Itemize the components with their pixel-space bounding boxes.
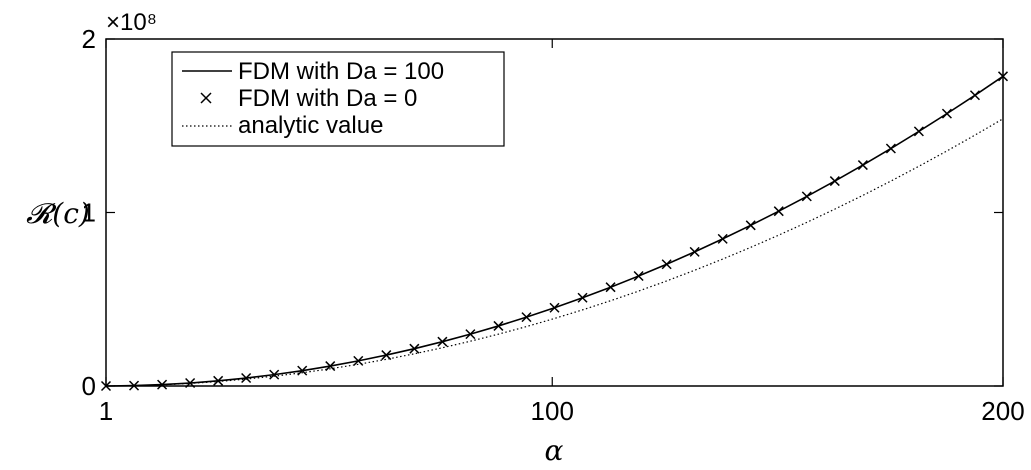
data-point-marker [577, 292, 588, 303]
data-point-marker [885, 143, 896, 154]
x-tick-label: 1 [99, 396, 113, 426]
data-point-marker [941, 108, 952, 119]
y-exponent-label: ×10⁸ [106, 9, 157, 36]
series-layer [100, 71, 1009, 392]
legend-box [171, 51, 505, 147]
legend: FDM with Da = 100 FDM with Da = 0 analyt… [171, 51, 505, 147]
data-point-marker [969, 90, 980, 101]
legend-label-da0: FDM with Da = 0 [238, 85, 417, 112]
y-tick-label: 1 [82, 198, 96, 228]
y-axis-label: 𝓡(c) [26, 197, 90, 230]
data-point-marker [241, 372, 252, 384]
x-axis-label: α [545, 434, 564, 467]
data-point-marker [997, 71, 1009, 82]
data-point-marker [717, 233, 728, 244]
data-point-marker [801, 191, 812, 202]
legend-label-analytic: analytic value [238, 112, 383, 139]
data-point-marker [661, 259, 672, 270]
legend-swatch-marker [200, 92, 212, 104]
data-point-marker [381, 350, 392, 361]
data-point-marker [465, 329, 476, 340]
data-point-marker [437, 336, 448, 347]
data-point-marker [913, 126, 924, 137]
y-tick-label: 2 [82, 24, 96, 54]
data-point-marker [773, 206, 784, 217]
x-tick-label: 100 [531, 396, 574, 426]
data-point-marker [409, 343, 420, 354]
data-point-marker [745, 220, 756, 231]
legend-label-da100: FDM with Da = 100 [238, 58, 444, 85]
data-point-marker [549, 302, 560, 313]
data-point-marker [493, 320, 504, 331]
y-tick-label: 0 [82, 371, 96, 401]
data-point-marker [521, 312, 532, 323]
data-point-marker [857, 160, 868, 171]
series-line-analytic [105, 118, 1004, 387]
data-point-marker [213, 375, 224, 386]
data-point-marker [325, 361, 336, 372]
x-tick-label: 200 [981, 396, 1024, 426]
data-point-marker [689, 246, 700, 257]
series-markers-da0 [100, 71, 1009, 392]
data-point-marker [297, 365, 308, 376]
data-point-marker [605, 282, 616, 293]
data-point-marker [269, 369, 280, 380]
data-point-marker [829, 176, 840, 187]
data-point-marker [633, 270, 644, 282]
